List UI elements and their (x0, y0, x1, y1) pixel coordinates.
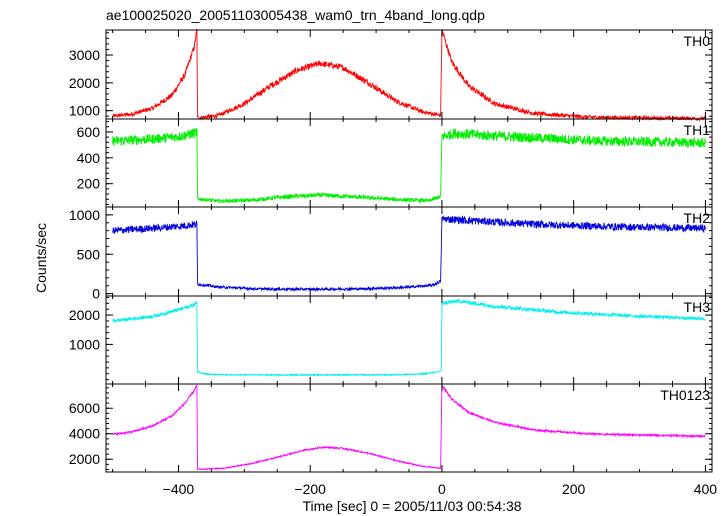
y-tick-label: 600 (77, 124, 101, 140)
y-tick-label: 2000 (69, 451, 100, 467)
series-line-th3 (112, 298, 706, 377)
y-tick-label: 200 (77, 176, 101, 192)
y-tick-label: 3000 (69, 47, 100, 63)
y-axis-label: Counts/sec (33, 223, 49, 293)
chart-title: ae100025020_20051103005438_wam0_trn_4ban… (106, 7, 485, 23)
panel-label-th1: TH1 (684, 122, 711, 138)
series-line-th2 (112, 215, 706, 293)
y-tick-label: 400 (77, 150, 101, 166)
y-tick-label: 0 (92, 286, 100, 302)
y-tick-label: 2000 (69, 75, 100, 91)
panel-label-th0123: TH0123 (660, 387, 710, 403)
series-line-th0 (112, 28, 706, 122)
series-line-th0123 (112, 384, 706, 471)
series-line-th1 (112, 128, 706, 204)
y-tick-label: 1000 (69, 207, 100, 223)
x-tick-label: 400 (694, 481, 718, 497)
x-tick-label: −200 (294, 481, 326, 497)
y-tick-label: 2000 (69, 307, 100, 323)
y-tick-label: 500 (77, 246, 101, 262)
y-tick-label: 6000 (69, 400, 100, 416)
x-tick-label: 200 (562, 481, 586, 497)
y-tick-label: 4000 (69, 426, 100, 442)
panel-label-th3: TH3 (684, 299, 711, 315)
panel-label-th2: TH2 (684, 210, 711, 226)
y-tick-label: 1000 (69, 336, 100, 352)
panel-label-th0: TH0 (684, 33, 711, 49)
x-tick-label: 0 (438, 481, 446, 497)
x-axis-label: Time [sec] 0 = 2005/11/03 00:54:38 (302, 498, 521, 514)
x-tick-label: −400 (163, 481, 195, 497)
y-tick-label: 1000 (69, 103, 100, 119)
